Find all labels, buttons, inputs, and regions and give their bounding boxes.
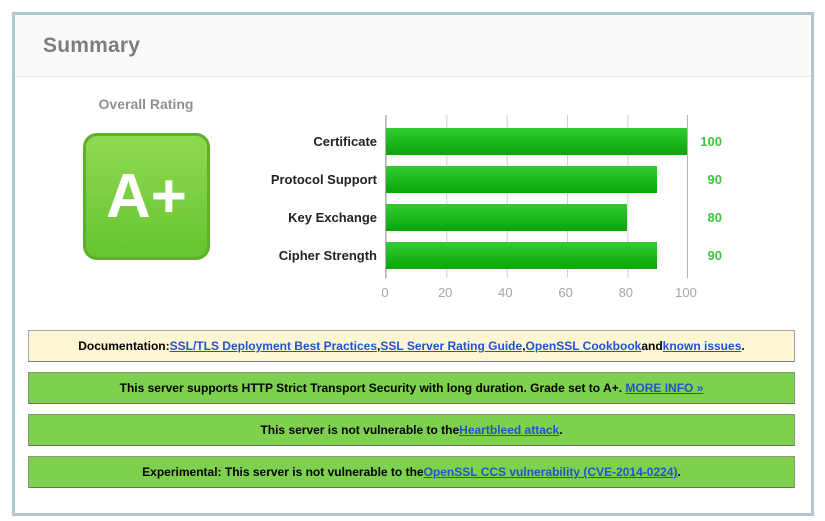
chart-axis-tick: 60 bbox=[558, 285, 573, 300]
chart-bar bbox=[386, 204, 627, 231]
panel-body: Overall Rating A+ Certificate 100 Protocol… bbox=[15, 77, 811, 513]
grade-badge: A+ bbox=[83, 133, 210, 260]
chart-axis-tick: 0 bbox=[381, 285, 389, 300]
overall-rating-label: Overall Rating bbox=[98, 96, 194, 112]
chart-value-label: 90 bbox=[707, 248, 722, 263]
chart-value-label: 80 bbox=[707, 210, 722, 225]
link-heartbleed-attack[interactable]: Heartbleed attack bbox=[459, 423, 560, 437]
banner-heartbleed: This server is not vulnerable to the Hea… bbox=[28, 414, 795, 446]
link-openssl-ccs-vulnerability-cve-20[interactable]: OpenSSL CCS vulnerability (CVE-2014-0224… bbox=[423, 465, 678, 479]
link-known-issues[interactable]: known issues bbox=[662, 339, 742, 353]
banner-documentation: Documentation: SSL/TLS Deployment Best P… bbox=[28, 330, 795, 362]
chart-axis-tick: 20 bbox=[437, 285, 453, 300]
chart-bar bbox=[386, 166, 657, 193]
chart-category-label: Certificate bbox=[313, 134, 377, 149]
chart-bar bbox=[386, 128, 687, 155]
link-openssl-cookbook[interactable]: OpenSSL Cookbook bbox=[525, 339, 642, 353]
rating-bar-chart: Certificate 100 Protocol Support 90 Key Exch… bbox=[15, 115, 775, 315]
chart-value-label: 100 bbox=[700, 134, 722, 149]
chart-category-label: Protocol Support bbox=[270, 172, 377, 187]
chart-bar bbox=[386, 242, 657, 269]
banner-hsts: This server supports HTTP Strict Transpo… bbox=[28, 372, 795, 404]
link-ssl-tls-deployment-best-practice[interactable]: SSL/TLS Deployment Best Practices bbox=[169, 339, 378, 353]
chart-axis-tick: 40 bbox=[498, 285, 513, 300]
page-title: Summary bbox=[43, 33, 141, 57]
banner-ccs-injection: Experimental: This server is not vulnera… bbox=[28, 456, 795, 488]
summary-panel: Summary Overall Rating A+ Certificate 100… bbox=[12, 12, 814, 516]
chart-value-label: 90 bbox=[707, 172, 722, 187]
chart-axis-tick: 100 bbox=[675, 285, 697, 300]
chart-category-label: Cipher Strength bbox=[278, 248, 377, 263]
link-ssl-server-rating-guide[interactable]: SSL Server Rating Guide bbox=[380, 339, 523, 353]
chart-plot-area bbox=[385, 115, 688, 278]
link-more-info[interactable]: MORE INFO » bbox=[625, 381, 704, 395]
chart-axis-tick: 80 bbox=[618, 285, 634, 300]
chart-category-label: Key Exchange bbox=[288, 210, 377, 225]
panel-header: Summary bbox=[15, 15, 811, 77]
